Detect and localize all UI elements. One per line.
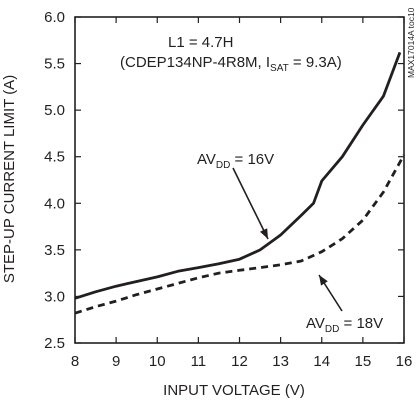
x-tick-label: 16 [396, 353, 413, 370]
label-sub: DD [325, 324, 339, 335]
x-tick-label: 11 [191, 353, 207, 370]
series-16v-arrowhead [260, 228, 268, 239]
series-16v-leader [233, 168, 268, 239]
series-18v-label: AVDD = 18V [306, 315, 383, 335]
y-tick-label: 4.5 [44, 149, 65, 166]
y-tick-label: 5.0 [44, 102, 65, 119]
y-tick-label: 2.5 [44, 335, 65, 352]
inductor-label: L1 = 4.7H [168, 34, 233, 51]
figure-id: MAX17014A toc10 [406, 7, 416, 78]
series-18v-arrowhead [319, 275, 328, 286]
series-line [75, 155, 404, 313]
inductor-value: L1 = 4.7 [168, 34, 223, 51]
x-tick-label: 9 [112, 353, 120, 370]
label-main: AV [197, 151, 216, 168]
x-tick-label: 15 [355, 353, 372, 370]
y-tick-label: 5.5 [44, 56, 65, 73]
series-16v-label: AVDD = 16V [197, 151, 274, 171]
y-tick-label: 3.0 [44, 288, 65, 305]
x-tick-label: 10 [149, 353, 166, 370]
label-main: AV [306, 315, 325, 332]
x-tick-label: 8 [71, 353, 79, 370]
label-sub: DD [216, 160, 230, 171]
x-tick-label: 12 [231, 353, 248, 370]
series-18v [75, 155, 404, 313]
y-tick-label: 6.0 [44, 9, 65, 26]
x-tick-label: 13 [272, 353, 289, 370]
isat-value: = 9.3A) [289, 54, 342, 71]
y-tick-label: 3.5 [44, 242, 65, 259]
y-tick-label: 4.0 [44, 195, 65, 212]
isat-subscript: SAT [270, 63, 289, 74]
x-tick-label: 14 [313, 353, 330, 370]
label-value: = 18V [339, 315, 383, 332]
label-value: = 16V [230, 151, 274, 168]
inductor-unit: H [223, 34, 234, 51]
part-number: (CDEP134NP-4R8M, I [120, 54, 270, 71]
x-axis-label: INPUT VOLTAGE (V) [163, 382, 305, 399]
y-axis-label: STEP-UP CURRENT LIMIT (A) [1, 75, 18, 283]
